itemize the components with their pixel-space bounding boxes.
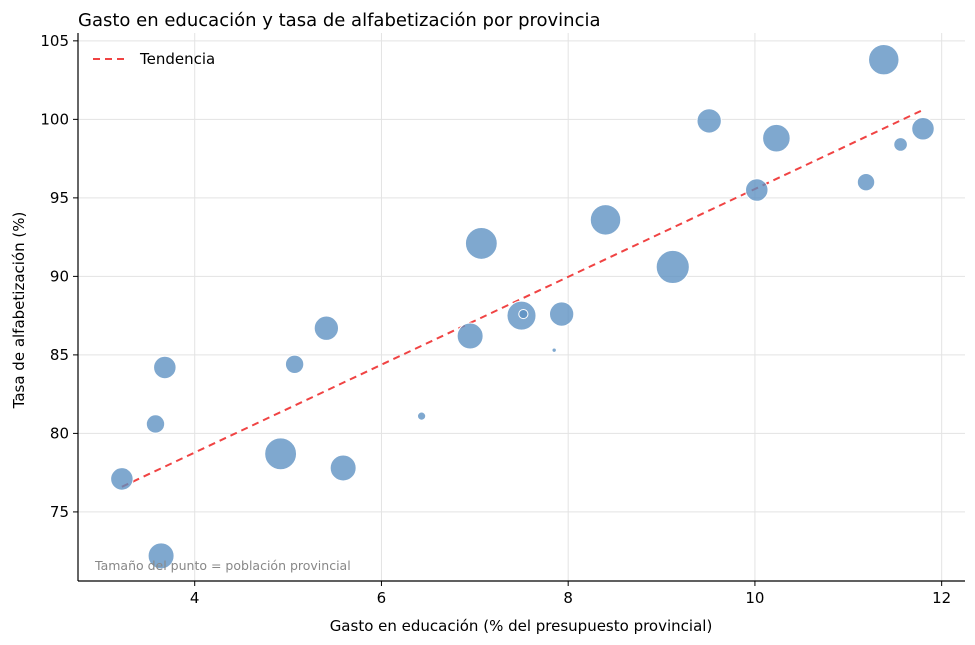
points-layer xyxy=(110,43,935,570)
x-tick-label: 6 xyxy=(377,589,387,607)
legend-trend-label: Tendencia xyxy=(139,50,215,68)
scatter-point xyxy=(893,137,908,152)
y-tick-label: 95 xyxy=(50,189,69,207)
chart-title: Gasto en educación y tasa de alfabetizac… xyxy=(78,10,601,31)
scatter-point xyxy=(548,301,575,327)
scatter-point xyxy=(745,178,769,202)
scatter-point xyxy=(551,347,557,353)
scatter-point xyxy=(696,108,722,134)
scatter-point xyxy=(147,542,175,570)
scatter-point xyxy=(456,322,484,350)
scatter-point xyxy=(464,226,498,260)
trend-line xyxy=(121,109,924,488)
x-tick-label: 10 xyxy=(745,589,764,607)
axes xyxy=(77,33,965,582)
scatter-point xyxy=(264,437,298,471)
scatter-point xyxy=(518,308,529,320)
y-axis-label: Tasa de alfabetización (%) xyxy=(10,212,28,410)
scatter-point xyxy=(856,172,876,192)
size-note: Tamaño del punto = población provincial xyxy=(94,558,351,573)
y-tick-label: 90 xyxy=(50,267,69,285)
y-tick-label: 85 xyxy=(50,346,69,364)
x-tick-label: 8 xyxy=(563,589,573,607)
scatter-point xyxy=(589,204,622,236)
legend: Tendencia xyxy=(93,50,215,68)
scatter-point xyxy=(762,123,791,153)
x-tick-label: 4 xyxy=(190,589,200,607)
y-tick-label: 80 xyxy=(50,424,69,442)
scatter-point xyxy=(284,354,305,375)
scatter-point xyxy=(655,249,690,285)
scatter-point xyxy=(313,315,340,341)
scatter-point xyxy=(110,467,134,491)
y-tick-label: 105 xyxy=(40,32,69,50)
y-tick-label: 75 xyxy=(50,503,69,521)
scatter-point xyxy=(153,355,177,380)
scatter-point xyxy=(868,43,900,76)
x-tick-label: 12 xyxy=(932,589,951,607)
grid xyxy=(78,33,965,581)
trend-layer xyxy=(121,109,924,488)
scatter-point xyxy=(911,117,935,141)
scatter-point xyxy=(416,411,427,421)
y-tick-label: 100 xyxy=(40,110,69,128)
ticks: 4 6 8 10 12 75 80 85 90 95 100 105 xyxy=(40,32,951,607)
scatter-point xyxy=(145,414,166,434)
scatter-point xyxy=(329,454,357,482)
x-axis-label: Gasto en educación (% del presupuesto pr… xyxy=(330,617,713,635)
